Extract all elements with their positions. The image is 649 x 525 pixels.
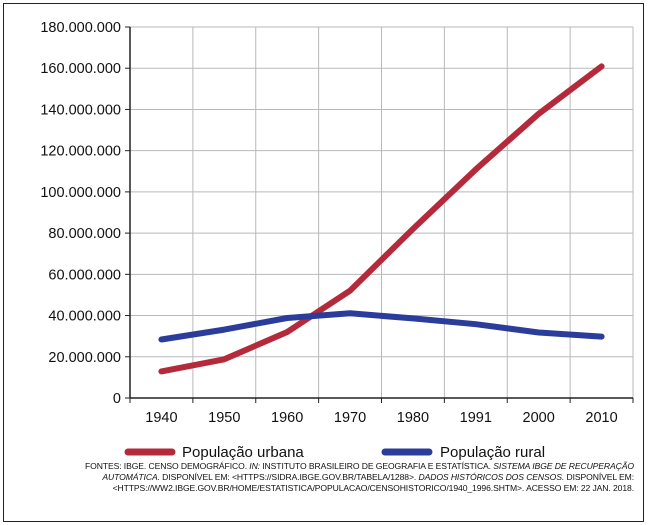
legend-label: População rural bbox=[440, 444, 545, 461]
y-tick-label: 80.000.000 bbox=[48, 226, 121, 242]
series-lines bbox=[158, 63, 605, 375]
source-prefix: FONTES: IBGE. CENSO DEMOGRÁFICO. bbox=[84, 461, 247, 471]
y-tick-label: 0 bbox=[113, 391, 121, 407]
x-tick-label: 2010 bbox=[585, 410, 617, 426]
source-dados-title: DADOS HISTÓRICOS DOS CENSOS. bbox=[418, 472, 565, 482]
y-tick-label: 40.000.000 bbox=[48, 309, 121, 325]
y-tick-label: 60.000.000 bbox=[48, 267, 121, 283]
y-tick-label: 140.000.000 bbox=[40, 102, 121, 118]
x-tick-label: 1980 bbox=[397, 410, 429, 426]
x-tick-label: 2000 bbox=[523, 410, 555, 426]
series-line-urbana bbox=[158, 63, 605, 375]
y-tick-label: 20.000.000 bbox=[48, 350, 121, 366]
source-in: IN: bbox=[249, 461, 260, 471]
x-tick-label: 1960 bbox=[271, 410, 303, 426]
x-tick-label: 1991 bbox=[460, 410, 492, 426]
axes: 0 20.000.000 40.000.000 60.000.000 80.000.00… bbox=[40, 20, 634, 426]
gridlines bbox=[130, 26, 634, 398]
y-tick-label: 180.000.000 bbox=[40, 20, 121, 36]
series-line-rural bbox=[158, 310, 605, 343]
source-institute: INSTITUTO BRASILEIRO DE GEOGRAFIA E ESTA… bbox=[262, 461, 491, 471]
y-tick-label: 120.000.000 bbox=[40, 144, 121, 160]
source-note: FONTES: IBGE. CENSO DEMOGRÁFICO. IN: INS… bbox=[48, 461, 634, 494]
source-sidra-title: SISTEMA IBGE DE RECUPERAÇÃO AUTOMÁTICA. bbox=[102, 461, 634, 482]
x-tick-label: 1970 bbox=[334, 410, 366, 426]
chart-frame bbox=[3, 3, 644, 522]
x-tick-label: 1940 bbox=[145, 410, 177, 426]
source-accessed: ACESSO EM: 22 JAN. 2018. bbox=[526, 483, 634, 493]
legend-label: População urbana bbox=[182, 444, 304, 461]
x-tick-label: 1950 bbox=[208, 410, 240, 426]
y-tick-label: 160.000.000 bbox=[40, 61, 121, 77]
legend: População urbana População rural bbox=[124, 444, 545, 461]
source-dados-link: DISPONÍVEL EM: <HTTPS://WW2.IBGE.GOV.BR/… bbox=[112, 472, 635, 493]
source-sidra-link: DISPONÍVEL EM: <HTTPS://SIDRA.IBGE.GOV.B… bbox=[162, 472, 417, 482]
y-tick-label: 100.000.000 bbox=[40, 185, 121, 201]
